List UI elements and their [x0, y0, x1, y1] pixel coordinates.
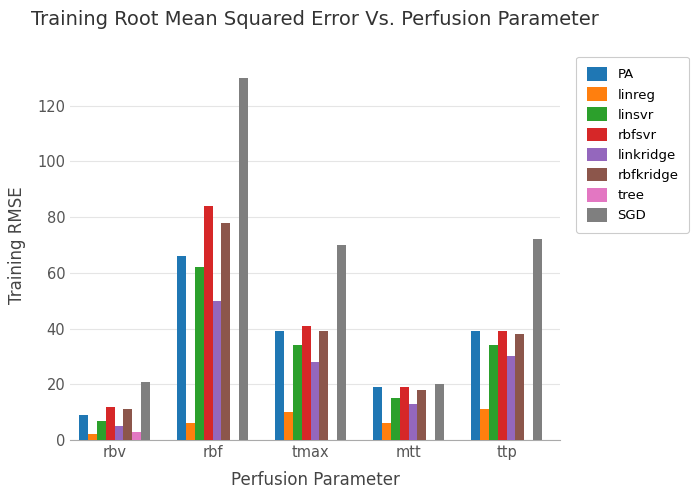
Legend: PA, linreg, linsvr, rbfsvr, linkridge, rbfkridge, tree, SGD: PA, linreg, linsvr, rbfsvr, linkridge, r…: [576, 56, 689, 233]
Bar: [319, 332, 328, 440]
Bar: [115, 426, 123, 440]
Bar: [435, 384, 444, 440]
Bar: [141, 382, 150, 440]
Bar: [177, 256, 186, 440]
Bar: [195, 268, 204, 440]
Bar: [221, 222, 230, 440]
Bar: [400, 387, 409, 440]
Bar: [337, 245, 346, 440]
Bar: [382, 424, 391, 440]
Bar: [515, 334, 524, 440]
X-axis label: Perfusion Parameter: Perfusion Parameter: [230, 471, 400, 489]
Bar: [79, 415, 88, 440]
Bar: [239, 78, 248, 440]
Bar: [302, 326, 311, 440]
Bar: [480, 410, 489, 440]
Bar: [275, 332, 284, 440]
Bar: [489, 346, 498, 440]
Bar: [132, 432, 141, 440]
Bar: [284, 412, 293, 440]
Bar: [507, 356, 515, 440]
Bar: [498, 332, 507, 440]
Bar: [204, 206, 213, 440]
Bar: [123, 410, 132, 440]
Bar: [373, 387, 382, 440]
Bar: [311, 362, 319, 440]
Bar: [391, 398, 400, 440]
Bar: [471, 332, 480, 440]
Bar: [97, 420, 106, 440]
Bar: [417, 390, 426, 440]
Bar: [88, 434, 97, 440]
Bar: [533, 240, 542, 440]
Y-axis label: Training RMSE: Training RMSE: [8, 186, 26, 304]
Bar: [186, 424, 195, 440]
Bar: [106, 406, 115, 440]
Bar: [213, 300, 221, 440]
Title: Training Root Mean Squared Error Vs. Perfusion Parameter: Training Root Mean Squared Error Vs. Per…: [31, 10, 599, 29]
Bar: [293, 346, 302, 440]
Bar: [409, 404, 417, 440]
